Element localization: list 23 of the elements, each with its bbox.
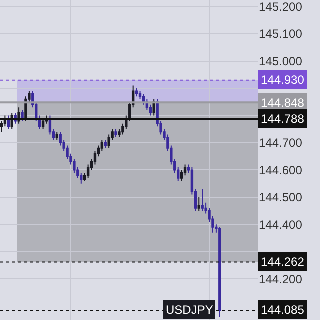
- ref-line-label: 144.930: [261, 73, 305, 87]
- y-tick-label: 145.100: [259, 27, 303, 42]
- y-tick-label: 144.400: [259, 218, 303, 232]
- ref-line-label: 144.788: [261, 112, 305, 126]
- candlestick: [201, 188, 204, 212]
- candlestick: [42, 118, 45, 130]
- ref-line-label: 144.085: [261, 303, 305, 317]
- y-tick-label: 145.200: [259, 0, 303, 14]
- candlestick: [198, 196, 200, 212]
- annotation: USDJPY: [166, 303, 214, 317]
- candlestick: [56, 132, 58, 141]
- ref-line-label: 144.848: [261, 96, 305, 110]
- y-tick-label: 144.200: [259, 272, 303, 286]
- candlestick: [114, 128, 118, 138]
- candlestick: [218, 226, 222, 318]
- y-tick-label: 144.600: [259, 163, 303, 178]
- y-tick-label: 144.700: [259, 136, 303, 150]
- candlestick: [104, 140, 107, 149]
- ref-line-label: 144.262: [261, 255, 305, 269]
- candlestick: [135, 88, 138, 98]
- candlestick: [21, 110, 24, 122]
- y-tick-label: 145.000: [259, 54, 303, 68]
- y-tick-label: 144.500: [259, 190, 303, 205]
